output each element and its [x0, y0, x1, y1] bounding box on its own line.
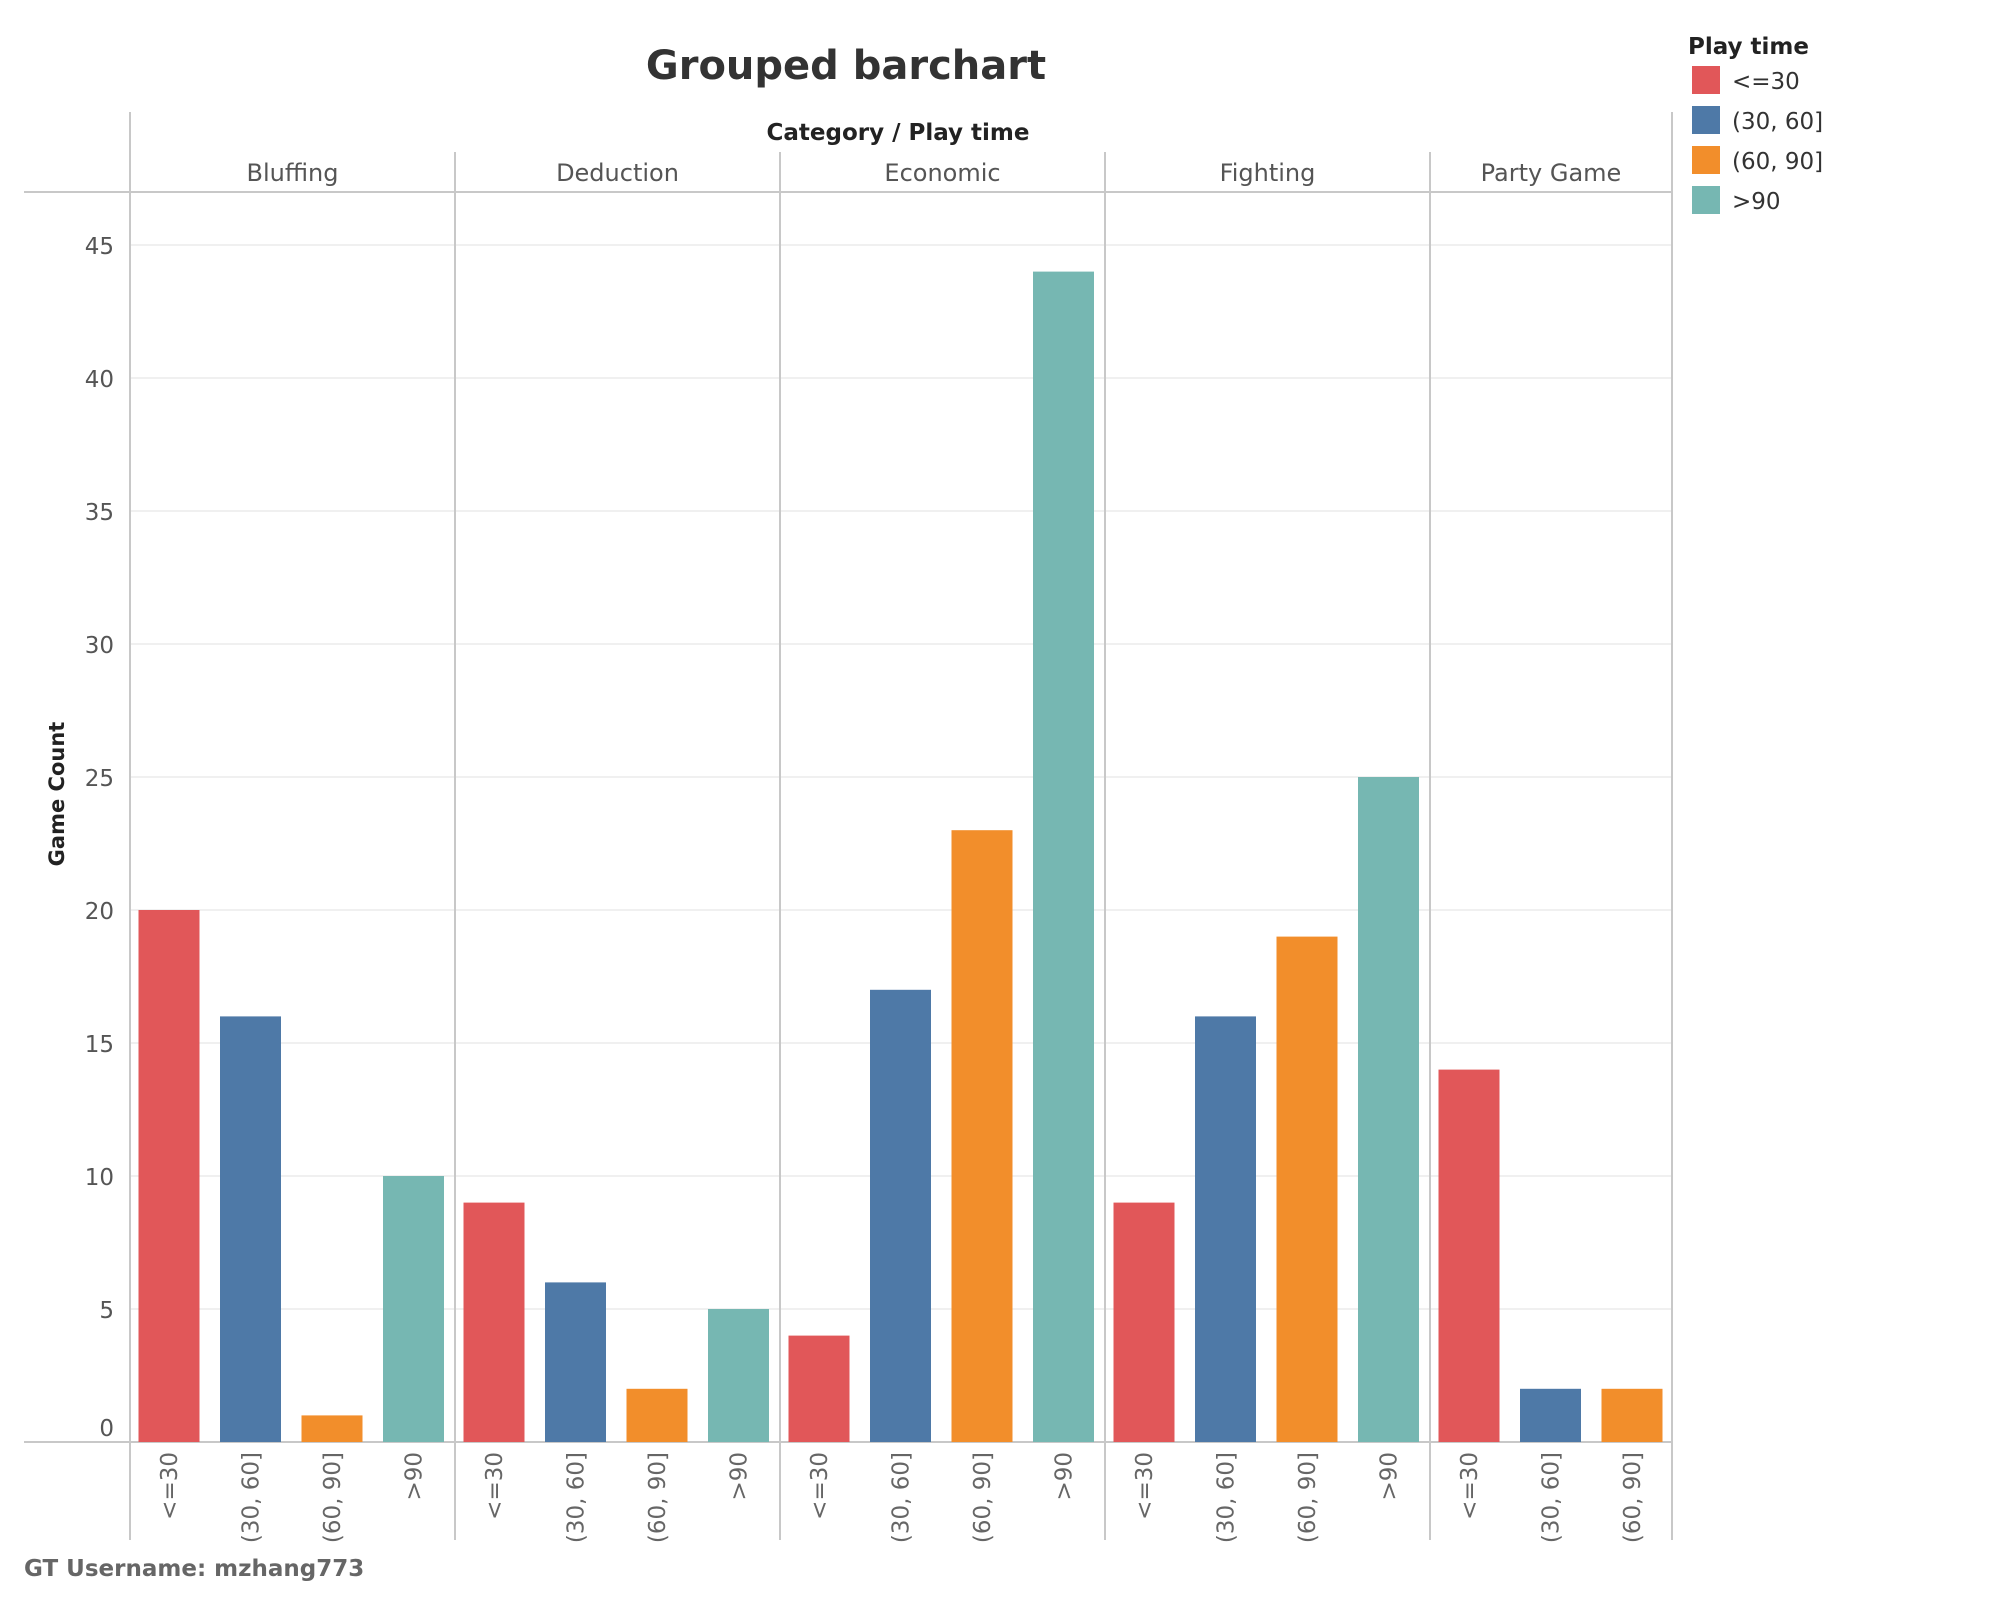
x-tick-label: >90: [402, 1452, 428, 1501]
legend-label-le30: <=30: [1732, 69, 1800, 95]
bar-fighting-le30: [1113, 1202, 1175, 1442]
y-tick-label: 35: [85, 500, 114, 526]
legend-swatch-le30: [1692, 66, 1720, 94]
x-tick-label: <=30: [157, 1452, 183, 1520]
x-tick-label: (30, 60]: [1214, 1452, 1240, 1543]
bar-bluffing-30-60: [220, 1016, 281, 1442]
x-tick-label: <=30: [1457, 1452, 1483, 1520]
legend-items: <=30 (30, 60] (60, 90] >90: [1692, 66, 1823, 215]
legend-label-60-90: (60, 90]: [1732, 149, 1823, 175]
y-tick-label: 30: [85, 633, 114, 659]
y-tick-label: 40: [85, 367, 114, 393]
y-axis-label: Game Count: [45, 722, 69, 867]
bar-deduction-60-90: [626, 1388, 688, 1442]
bar-party-game-le30: [1438, 1069, 1500, 1442]
x-tick-label: <=30: [807, 1452, 833, 1520]
bar-deduction-gt90: [708, 1309, 769, 1442]
bar-bluffing-gt90: [383, 1176, 444, 1442]
bar-economic-30-60: [870, 989, 931, 1442]
bar-economic-le30: [788, 1335, 850, 1442]
bar-bluffing-60-90: [301, 1415, 363, 1442]
y-tick-label: 0: [99, 1416, 114, 1442]
y-tick-label: 45: [85, 234, 114, 260]
bar-fighting-30-60: [1195, 1016, 1256, 1442]
legend-label-gt90: >90: [1732, 189, 1781, 215]
bars: [138, 271, 1663, 1443]
y-tick-label: 20: [85, 899, 114, 925]
bar-deduction-le30: [463, 1202, 525, 1442]
bar-bluffing-le30: [138, 910, 200, 1442]
x-tick-label: (30, 60]: [239, 1452, 265, 1543]
y-axis-ticks: 0 5 10 15 20 25 30 35 40 45: [85, 234, 114, 1442]
y-tick-label: 25: [85, 766, 114, 792]
bar-deduction-30-60: [545, 1282, 606, 1442]
category-header-economic: Economic: [884, 159, 1000, 187]
x-tick-label: (30, 60]: [889, 1452, 915, 1543]
category-header-deduction: Deduction: [556, 159, 679, 187]
x-tick-label: (30, 60]: [564, 1452, 590, 1543]
legend-swatch-60-90: [1692, 146, 1720, 174]
legend: Play time <=30 (30, 60] (60, 90] >90: [1688, 34, 1823, 215]
category-header-fighting: Fighting: [1220, 159, 1316, 187]
bar-economic-gt90: [1033, 271, 1094, 1443]
x-tick-label: (60, 90]: [320, 1452, 346, 1543]
legend-label-30-60: (30, 60]: [1732, 109, 1823, 135]
bar-economic-60-90: [951, 830, 1013, 1442]
footer-text: GT Username: mzhang773: [24, 1556, 364, 1582]
x-tick-label: <=30: [1132, 1452, 1158, 1520]
y-tick-label: 15: [85, 1032, 114, 1058]
chart-title: Grouped barchart: [646, 43, 1046, 89]
x-tick-label: (60, 90]: [970, 1452, 996, 1543]
bar-fighting-60-90: [1276, 936, 1338, 1442]
x-tick-label: >90: [1377, 1452, 1403, 1501]
legend-swatch-30-60: [1692, 106, 1720, 134]
x-tick-label: <=30: [482, 1452, 508, 1520]
x-tick-label: >90: [727, 1452, 753, 1501]
category-headers: Bluffing Deduction Economic Fighting Party G…: [247, 159, 1622, 187]
bar-party-game-60-90: [1601, 1388, 1663, 1442]
column-header: Category / Play time: [766, 120, 1029, 146]
x-tick-label: (30, 60]: [1539, 1452, 1565, 1543]
bar-fighting-gt90: [1358, 777, 1419, 1442]
legend-swatch-gt90: [1692, 186, 1720, 214]
x-tick-label: (60, 90]: [1295, 1452, 1321, 1543]
y-tick-label: 5: [99, 1298, 114, 1324]
bar-party-game-30-60: [1520, 1388, 1581, 1442]
x-axis-ticks: <=30 (30, 60] (60, 90] >90 <=30 (30, 60] (60, …: [157, 1452, 1646, 1543]
x-tick-label: (60, 90]: [645, 1452, 671, 1543]
x-tick-label: (60, 90]: [1620, 1452, 1646, 1543]
category-header-bluffing: Bluffing: [247, 159, 339, 187]
chart-frame: [24, 112, 1673, 1540]
y-tick-label: 10: [85, 1165, 114, 1191]
category-header-party-game: Party Game: [1481, 159, 1622, 187]
legend-title: Play time: [1688, 34, 1809, 60]
x-tick-label: >90: [1052, 1452, 1078, 1501]
